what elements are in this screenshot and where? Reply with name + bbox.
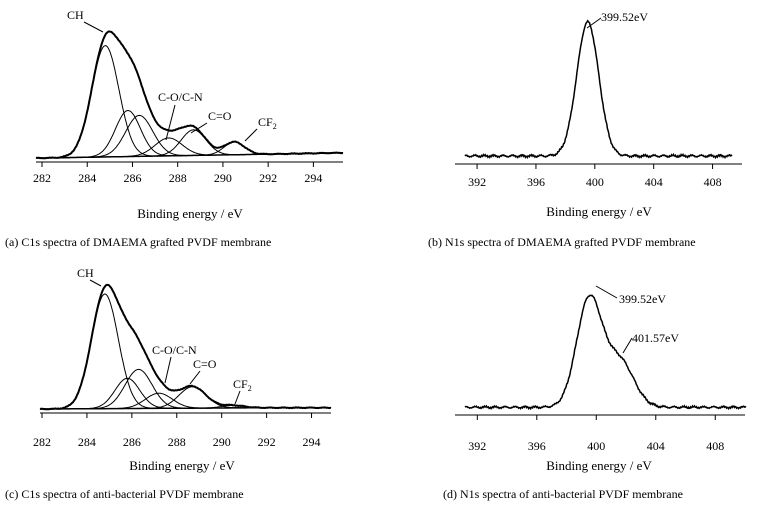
- x-tick-label: 292: [259, 171, 277, 185]
- panel-b-x-label: Binding energy / eV: [546, 204, 652, 219]
- annotation-leader-line: [234, 390, 241, 405]
- x-tick-label: 392: [468, 175, 486, 189]
- peak-annotation-label: CF2: [233, 377, 252, 393]
- x-tick-label: 396: [527, 175, 545, 189]
- panel-d-ticks: 392 396 400 404 408: [468, 415, 724, 453]
- peak-annotation-label: 401.57eV: [632, 331, 679, 345]
- annotation-leader-line: [622, 337, 633, 354]
- peak-annotation-label: C-O/C-N: [158, 90, 203, 104]
- x-tick-label: 290: [213, 435, 231, 449]
- x-tick-label: 408: [706, 439, 724, 453]
- panel-b-annotations: 399.52eV: [586, 10, 648, 29]
- peak-annotation-label: 399.52eV: [619, 292, 666, 306]
- peak-annotation-subscript: 2: [248, 384, 252, 393]
- peak-annotation-label: CH: [77, 266, 94, 280]
- x-tick-label: 400: [587, 439, 605, 453]
- x-tick-label: 294: [304, 171, 322, 185]
- x-tick-label: 294: [303, 435, 321, 449]
- x-tick-label: 396: [528, 439, 546, 453]
- peak-annotation-label: C-O/C-N: [152, 343, 197, 357]
- panel-d-n1s-antibacterial: 392 396 400 404 408 399.52eV 401.57eV Binding…: [443, 285, 747, 501]
- panel-c-c1s-antibacterial: 282 284 286 288 290 292 294 CH C-O/C-NC=O CF2 Bi…: [5, 266, 332, 501]
- peak-annotation-subscript: 2: [273, 122, 277, 131]
- component-peak-c-o-c-n: [36, 114, 343, 159]
- annotation-leader-line: [165, 104, 176, 141]
- panel-b-curves: [464, 19, 733, 160]
- envelope-spectrum: [39, 283, 332, 411]
- peak-annotation-main: CF: [258, 115, 273, 129]
- x-tick-label: 404: [645, 175, 663, 189]
- x-tick-label: 282: [33, 435, 51, 449]
- peak-annotation-label: CF2: [258, 115, 277, 131]
- annotation-leader-line: [595, 285, 618, 299]
- component-peak-c-o-c-n: [40, 377, 331, 410]
- annotation-leader-line: [89, 279, 102, 287]
- x-tick-label: 284: [78, 435, 96, 449]
- x-tick-label: 404: [647, 439, 665, 453]
- panel-a-c1s-dmaema: 282 284 286 288 290 292 294 CH C-O/C-N C=O CF2 Bi…: [5, 8, 344, 249]
- panel-b-ticks: 392 396 400 404 408: [468, 164, 722, 189]
- panel-c-caption: (c) C1s spectra of anti-bacterial PVDF m…: [5, 487, 244, 501]
- peak-annotation-label: CH: [67, 8, 84, 22]
- x-tick-label: 286: [123, 435, 141, 449]
- panel-a-annotations: CH C-O/C-N C=O CF2: [67, 8, 277, 142]
- panel-c-ticks: 282 284 286 288 290 292 294: [33, 413, 321, 449]
- panel-b-caption: (b) N1s spectra of DMAEMA grafted PVDF m…: [428, 235, 696, 249]
- annotation-leader-line: [189, 370, 201, 385]
- peak-annotation-label: C=O: [193, 357, 217, 371]
- x-tick-label: 288: [168, 435, 186, 449]
- panel-a-ticks: 282 284 286 288 290 292 294: [33, 162, 322, 185]
- envelope-spectrum: [35, 30, 344, 160]
- panel-d-curves: [464, 294, 747, 411]
- x-tick-label: 392: [468, 439, 486, 453]
- panel-c-x-label: Binding energy / eV: [129, 458, 235, 473]
- x-tick-label: 290: [214, 171, 232, 185]
- panel-d-caption: (d) N1s spectra of anti-bacterial PVDF m…: [443, 487, 683, 501]
- peak-annotation-main: CF: [233, 377, 248, 391]
- panel-a-x-label: Binding energy / eV: [137, 206, 243, 221]
- panel-c-annotations: CH C-O/C-NC=O CF2: [77, 266, 252, 405]
- panel-d-x-label: Binding energy / eV: [546, 458, 652, 473]
- n1s-spectrum: [464, 294, 747, 411]
- x-tick-label: 286: [123, 171, 141, 185]
- annotation-leader-line: [190, 122, 208, 134]
- panel-a-curves: [35, 30, 344, 160]
- x-tick-label: 292: [258, 435, 276, 449]
- panel-b-n1s-dmaema: 392 396 400 404 408 399.52eV Binding energy …: [428, 10, 742, 249]
- x-tick-label: 400: [586, 175, 604, 189]
- x-tick-label: 288: [169, 171, 187, 185]
- x-tick-label: 282: [33, 171, 51, 185]
- annotation-leader-line: [83, 21, 104, 33]
- n1s-spectrum: [464, 19, 733, 160]
- annotation-leader-line: [244, 128, 258, 142]
- panel-c-curves: [39, 283, 332, 411]
- annotation-leader-line: [586, 17, 602, 29]
- x-tick-label: 284: [78, 171, 96, 185]
- panel-d-annotations: 399.52eV 401.57eV: [595, 285, 679, 354]
- peak-annotation-label: C=O: [208, 109, 232, 123]
- x-tick-label: 408: [704, 175, 722, 189]
- panel-a-caption: (a) C1s spectra of DMAEMA grafted PVDF m…: [5, 235, 271, 249]
- peak-annotation-label: 399.52eV: [601, 10, 648, 24]
- annotation-leader-line: [164, 356, 172, 384]
